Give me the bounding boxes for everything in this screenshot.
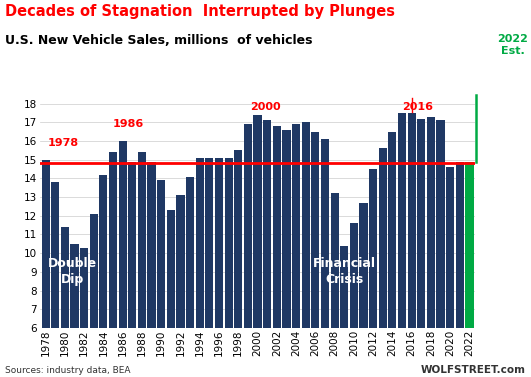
Bar <box>292 124 300 328</box>
Bar <box>321 139 329 328</box>
Bar <box>302 122 310 328</box>
Text: 2016: 2016 <box>402 102 433 112</box>
Bar <box>225 158 233 328</box>
Bar <box>71 244 79 328</box>
Bar <box>436 120 444 328</box>
Text: Sources: industry data, BEA: Sources: industry data, BEA <box>5 366 131 375</box>
Bar <box>456 162 464 328</box>
Bar <box>186 176 194 328</box>
Bar <box>215 158 223 328</box>
Bar <box>157 180 165 328</box>
Bar <box>195 158 204 328</box>
Bar <box>446 167 455 328</box>
Bar <box>427 117 435 328</box>
Bar <box>118 141 127 328</box>
Text: 1978: 1978 <box>48 138 79 147</box>
Bar <box>176 195 185 328</box>
Bar <box>167 210 175 328</box>
Bar <box>359 203 367 328</box>
Bar <box>109 152 117 328</box>
Bar <box>379 149 387 328</box>
Bar <box>253 115 262 328</box>
Bar <box>465 162 474 328</box>
Bar <box>51 182 59 328</box>
Bar <box>282 130 290 328</box>
Bar <box>369 169 377 328</box>
Bar <box>80 248 88 328</box>
Bar <box>205 158 213 328</box>
Text: 2022
Est.: 2022 Est. <box>497 34 528 55</box>
Bar <box>41 160 50 328</box>
Bar <box>311 132 320 328</box>
Text: Financial
Crisis: Financial Crisis <box>313 257 376 287</box>
Text: U.S. New Vehicle Sales, millions  of vehicles: U.S. New Vehicle Sales, millions of vehi… <box>5 34 313 47</box>
Bar <box>244 124 252 328</box>
Bar <box>388 132 397 328</box>
Bar <box>61 227 69 328</box>
Bar <box>408 113 416 328</box>
Bar <box>340 246 348 328</box>
Text: Double
Dip: Double Dip <box>48 257 97 287</box>
Bar <box>234 150 242 328</box>
Bar <box>128 162 136 328</box>
Bar <box>330 193 339 328</box>
Text: 2000: 2000 <box>250 102 280 112</box>
Bar <box>90 214 98 328</box>
Bar <box>417 118 425 328</box>
Text: 1986: 1986 <box>113 119 144 129</box>
Bar <box>398 113 406 328</box>
Bar <box>273 126 281 328</box>
Bar <box>148 162 156 328</box>
Text: Decades of Stagnation  Interrupted by Plunges: Decades of Stagnation Interrupted by Plu… <box>5 4 395 19</box>
Bar <box>99 175 107 328</box>
Bar <box>138 152 146 328</box>
Text: WOLFSTREET.com: WOLFSTREET.com <box>421 365 526 375</box>
Bar <box>350 223 358 328</box>
Bar <box>263 120 271 328</box>
